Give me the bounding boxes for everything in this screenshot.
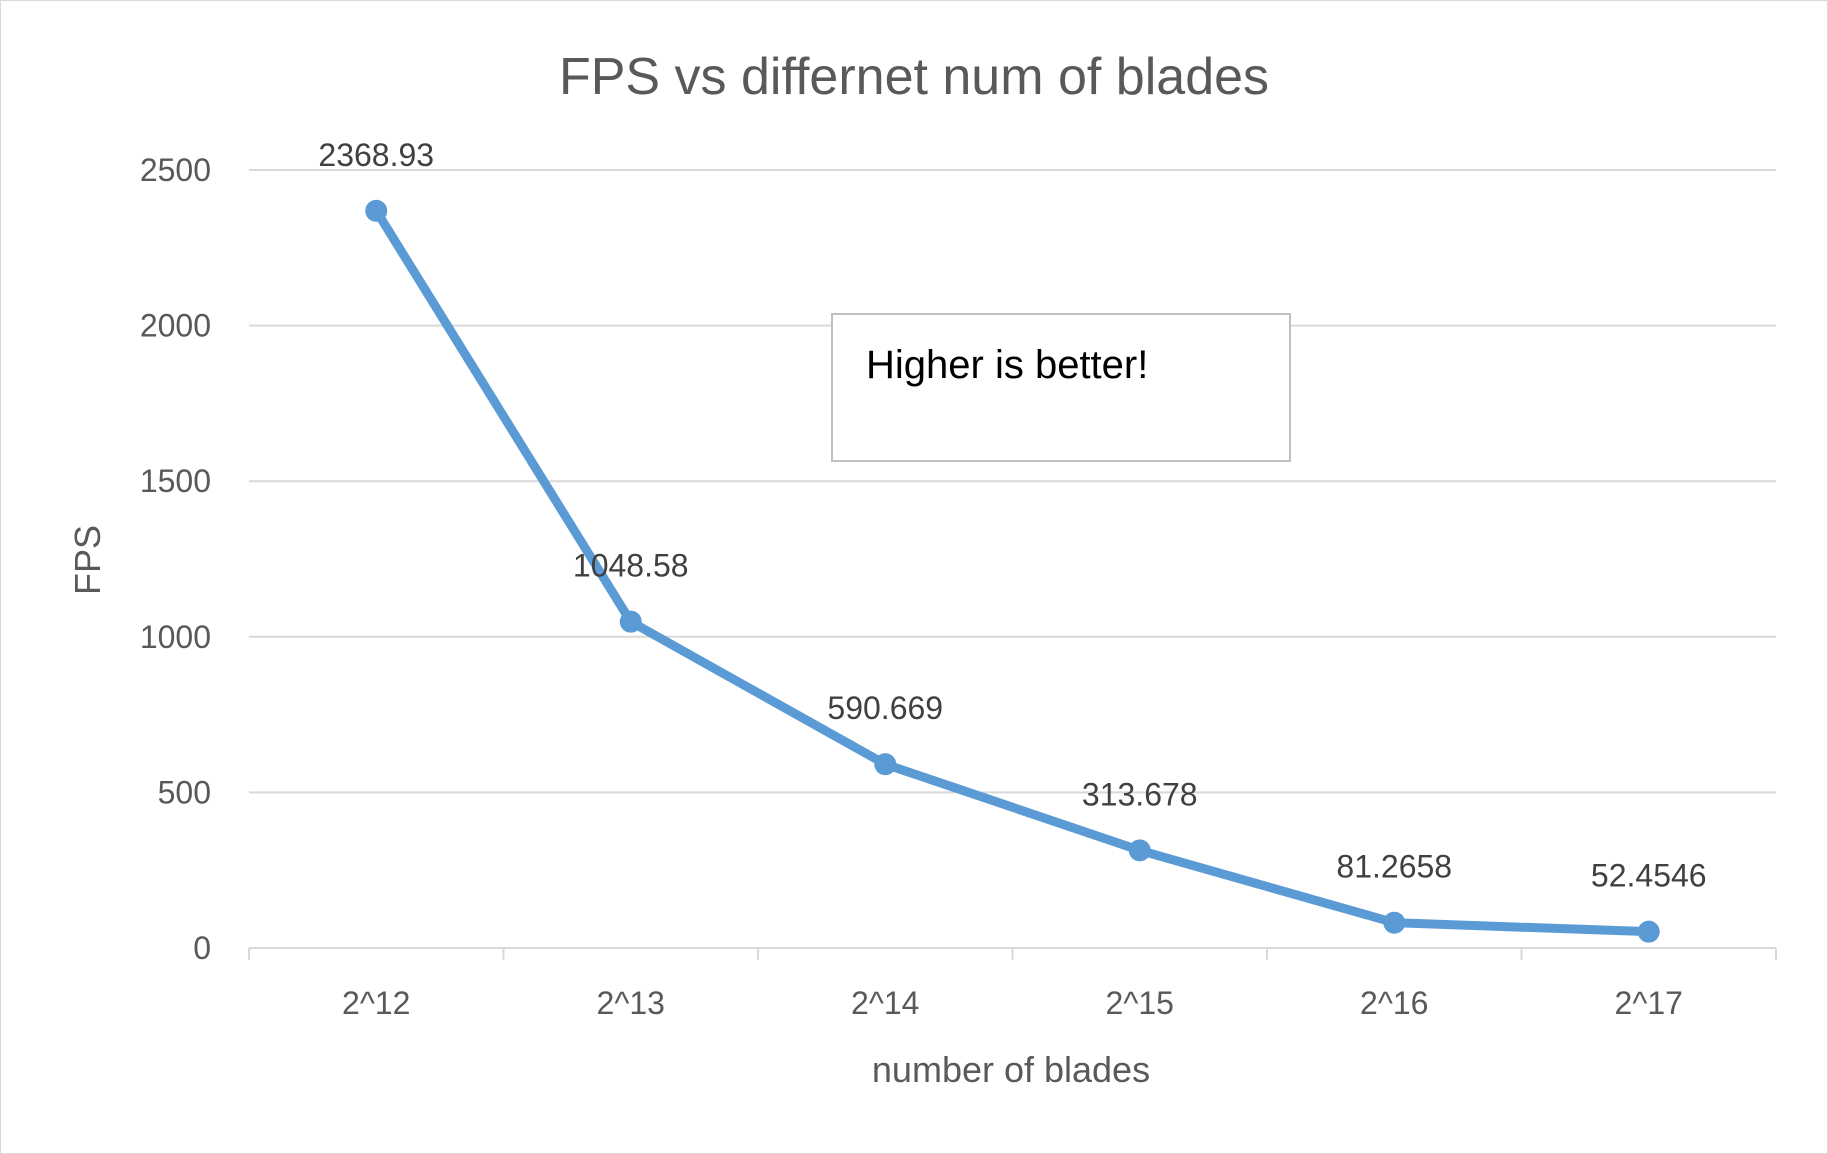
data-label: 52.4546 bbox=[1591, 858, 1707, 894]
y-tick-label: 1000 bbox=[140, 619, 211, 655]
x-tick-label: 2^16 bbox=[1360, 985, 1428, 1021]
data-label: 2368.93 bbox=[318, 137, 434, 173]
data-label: 1048.58 bbox=[573, 548, 689, 584]
x-axis-title: number of blades bbox=[872, 1049, 1150, 1090]
series-line bbox=[371, 206, 1654, 937]
series-group: 2368.93 1048.58 590.669 313.678 81.2658 52.45… bbox=[318, 137, 1707, 943]
data-label: 313.678 bbox=[1082, 776, 1198, 812]
x-tick-label: 2^12 bbox=[342, 985, 410, 1021]
data-point bbox=[619, 610, 642, 633]
y-tick-label: 0 bbox=[193, 930, 211, 966]
x-axis: 2^12 2^13 2^14 2^15 2^16 2^17 bbox=[248, 947, 1777, 1021]
data-point bbox=[1637, 920, 1660, 943]
data-label: 81.2658 bbox=[1336, 849, 1452, 885]
data-point bbox=[1383, 911, 1406, 934]
y-tick-label: 2500 bbox=[140, 152, 211, 188]
chart-title: FPS vs differnet num of blades bbox=[559, 48, 1269, 106]
y-axis-ticks: 0 500 1000 1500 2000 2500 bbox=[140, 152, 211, 966]
data-label: 590.669 bbox=[827, 690, 943, 726]
data-point bbox=[365, 199, 388, 222]
x-tick-label: 2^14 bbox=[851, 985, 919, 1021]
data-point bbox=[874, 753, 897, 776]
y-axis-title: FPS bbox=[67, 525, 108, 595]
annotation-text: Higher is better! bbox=[866, 343, 1148, 387]
x-tick-label: 2^17 bbox=[1615, 985, 1683, 1021]
annotation-border bbox=[831, 313, 1291, 462]
x-tick-label: 2^13 bbox=[597, 985, 665, 1021]
y-tick-label: 2000 bbox=[140, 308, 211, 344]
x-tick-label: 2^15 bbox=[1106, 985, 1174, 1021]
y-tick-label: 500 bbox=[158, 774, 211, 810]
gridlines bbox=[249, 169, 1776, 794]
y-tick-label: 1500 bbox=[140, 463, 211, 499]
data-point bbox=[1128, 839, 1151, 862]
annotation-box: Higher is better! bbox=[831, 313, 1291, 462]
